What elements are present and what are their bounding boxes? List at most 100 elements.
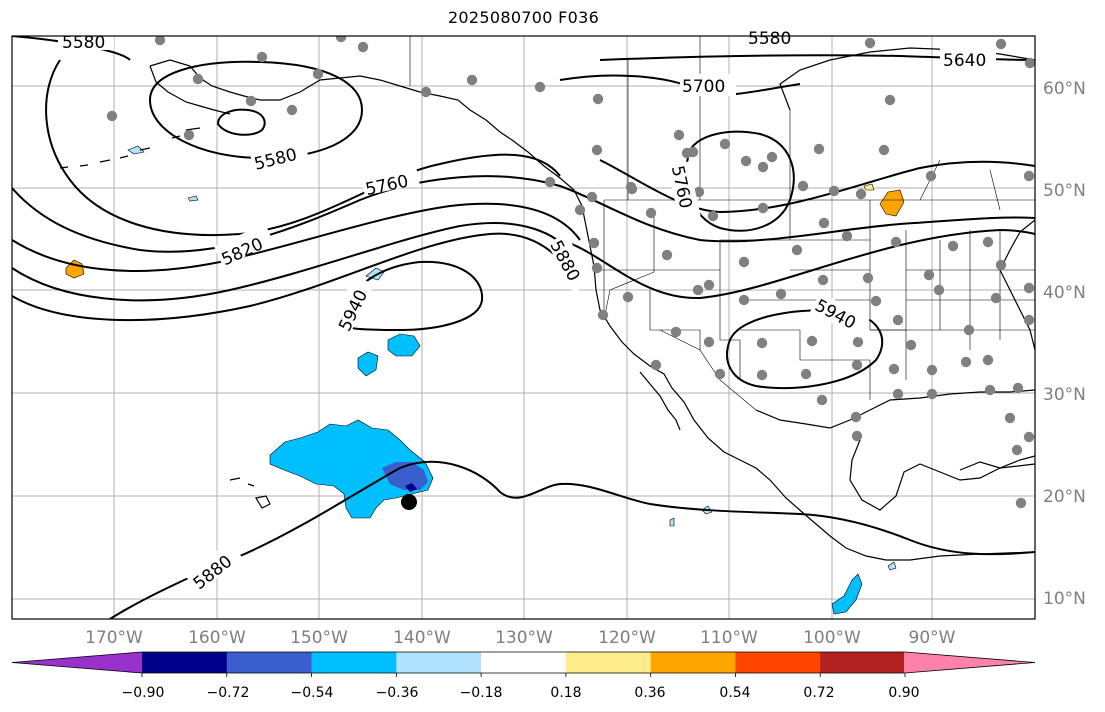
colorbar-tick-label: 0.54	[719, 685, 750, 701]
station-dot	[192, 73, 204, 85]
coastline-hawaii	[229, 477, 271, 509]
station-dot	[1023, 170, 1035, 182]
station-dot	[625, 181, 637, 193]
station-dot	[864, 37, 876, 49]
station-dot	[714, 368, 726, 380]
station-dot	[797, 180, 809, 192]
lat-label: 30°N	[1043, 385, 1086, 405]
contour-label: 5640	[943, 51, 986, 71]
station-dot	[183, 129, 195, 141]
contour-label: 5700	[682, 77, 725, 97]
station-dot	[670, 326, 682, 338]
anomaly-patch-cyan-tiny-3	[669, 517, 675, 527]
station-dot	[1004, 412, 1016, 424]
station-dot	[574, 204, 586, 216]
lat-label: 40°N	[1043, 283, 1086, 303]
station-dot	[818, 217, 830, 229]
contour-5940-continental-high	[726, 309, 884, 390]
lon-label: 110°W	[700, 628, 758, 648]
station-dot	[1024, 57, 1035, 69]
colorbar-tick-label: −0.90	[122, 685, 165, 701]
plot-title: 2025080700 F036	[447, 8, 600, 27]
anomaly-patch-navy	[405, 483, 417, 492]
station-dot	[984, 384, 996, 396]
contour-5640-south-of-low	[45, 59, 561, 236]
station-dot	[693, 186, 705, 198]
lat-label: 60°N	[1043, 79, 1086, 99]
station-dot	[534, 81, 546, 93]
station-dot	[851, 359, 863, 371]
station-dot	[1023, 314, 1035, 326]
latitude-labels: 60°N 50°N 40°N 30°N 20°N 10°N	[1043, 79, 1086, 609]
anomaly-patch-large-cyan	[269, 419, 434, 519]
coastline-west-coast	[511, 139, 1035, 561]
station-dot	[852, 336, 864, 348]
anomaly-patch-light-2	[127, 145, 145, 155]
colorbar-segment	[650, 652, 737, 673]
colorbar-tick-label: −0.54	[291, 685, 334, 701]
station-dot	[588, 237, 600, 249]
station-dot	[766, 151, 778, 163]
station-dot	[357, 41, 369, 53]
coastline-alaska	[149, 59, 513, 141]
station-dot	[673, 129, 685, 141]
station-dot	[312, 68, 324, 80]
station-dot	[591, 262, 603, 274]
station-dot	[757, 202, 769, 214]
station-dot	[926, 388, 938, 400]
station-dot	[544, 176, 556, 188]
storm-center-marker	[401, 494, 417, 510]
station-dot	[335, 36, 347, 43]
station-dot	[622, 291, 634, 303]
station-dot	[1023, 431, 1035, 443]
station-dot	[878, 144, 890, 156]
contour-label: 5580	[62, 33, 105, 53]
colorbar-tick-label: 0.18	[550, 685, 581, 701]
station-dot	[757, 161, 769, 173]
lon-label: 150°W	[290, 628, 348, 648]
station-dot	[806, 335, 818, 347]
map-frame	[11, 35, 1036, 620]
station-dot	[850, 411, 862, 423]
station-dot	[1012, 382, 1024, 394]
station-dot	[738, 294, 750, 306]
anomaly-patch-cyan-central-america	[831, 573, 863, 615]
station-dot	[586, 191, 598, 203]
contour-5940-subtropical-high	[338, 260, 484, 332]
station-dot	[828, 185, 840, 197]
station-dot	[738, 256, 750, 268]
station-dot	[817, 274, 829, 286]
station-dot	[963, 324, 975, 336]
station-dot	[925, 170, 937, 182]
contour-5580-alaska-low	[148, 60, 364, 160]
station-dot	[703, 279, 715, 291]
colorbar-tick-label: −0.18	[460, 685, 503, 701]
station-dot	[591, 144, 603, 156]
station-dot	[851, 430, 863, 442]
station-dot	[933, 284, 945, 296]
station-dot	[995, 259, 1007, 271]
coastline-gulf	[755, 389, 1035, 511]
station-dot	[1023, 282, 1035, 294]
station-dot	[1011, 444, 1023, 456]
station-dot	[890, 236, 902, 248]
station-dot	[995, 38, 1007, 50]
station-dot	[841, 230, 853, 242]
station-dot	[597, 309, 609, 321]
station-dot	[687, 146, 699, 158]
station-dot	[245, 95, 257, 107]
station-dot	[740, 155, 752, 167]
contour-5580-inner	[216, 108, 266, 136]
contour-5880-north	[12, 232, 581, 322]
colorbar-segment	[565, 652, 652, 673]
station-dot	[982, 236, 994, 248]
contour-5820	[12, 222, 579, 302]
station-dot	[960, 356, 972, 368]
colorbar-extend-high	[904, 652, 1035, 673]
station-dot	[862, 272, 874, 284]
station-dot	[420, 86, 432, 98]
colorbar-segment	[142, 652, 228, 673]
station-dot	[775, 288, 787, 300]
station-dot	[870, 295, 882, 307]
station-dot	[947, 240, 959, 252]
